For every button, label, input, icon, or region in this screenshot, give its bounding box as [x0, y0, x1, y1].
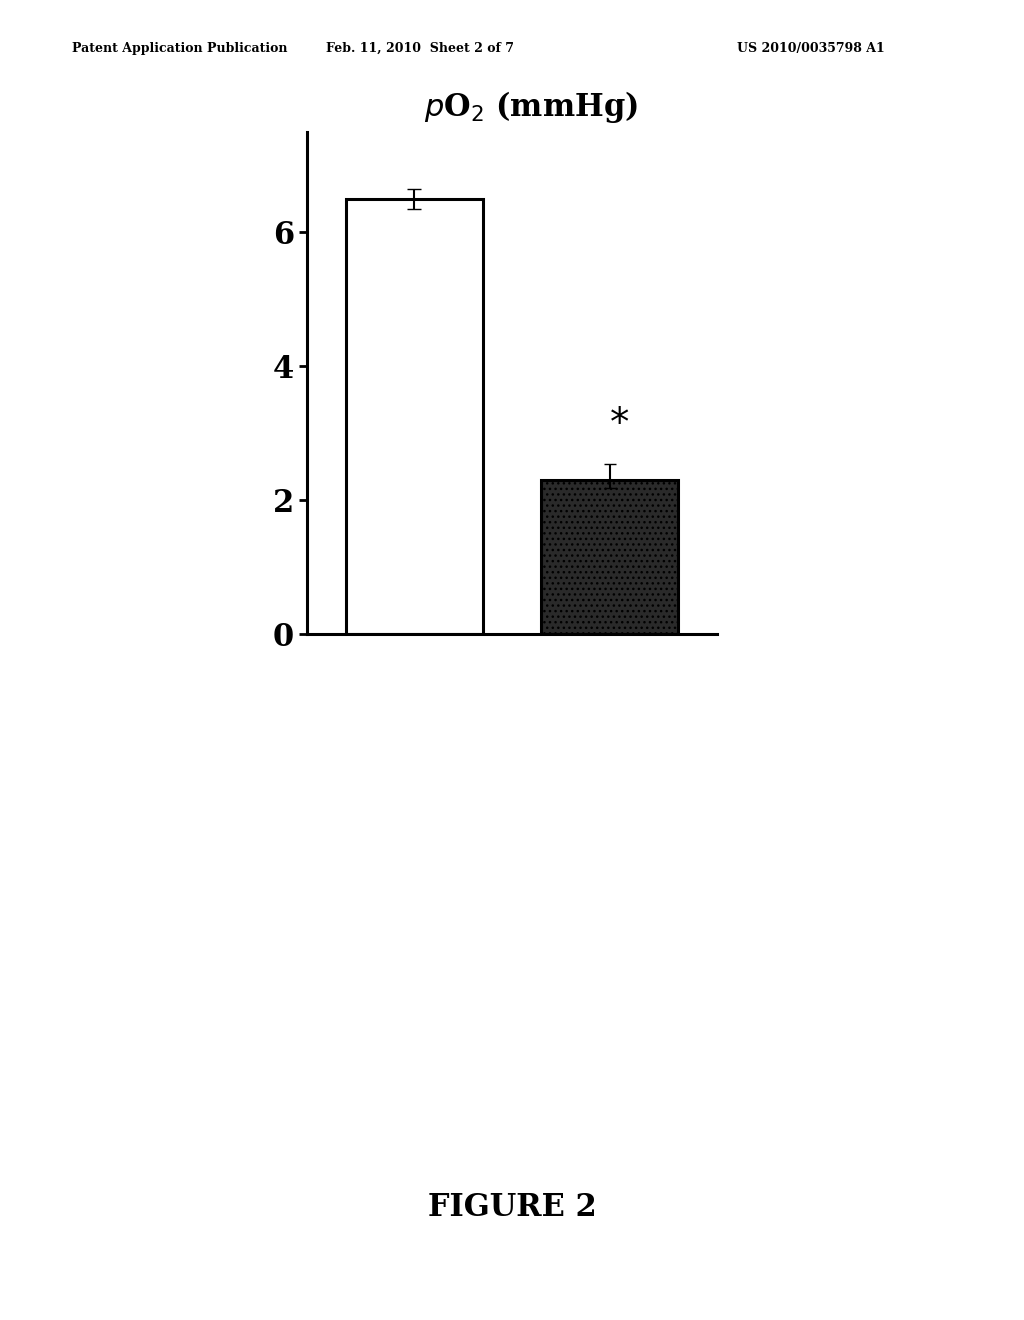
- Text: US 2010/0035798 A1: US 2010/0035798 A1: [737, 42, 885, 55]
- Text: FIGURE 2: FIGURE 2: [428, 1192, 596, 1224]
- Bar: [542, 479, 678, 634]
- Bar: [346, 199, 482, 634]
- Text: $\it{p}$O$_2$ (mmHg): $\it{p}$O$_2$ (mmHg): [424, 90, 638, 125]
- Text: Feb. 11, 2010  Sheet 2 of 7: Feb. 11, 2010 Sheet 2 of 7: [326, 42, 514, 55]
- Text: Patent Application Publication: Patent Application Publication: [72, 42, 287, 55]
- Text: *: *: [609, 405, 629, 444]
